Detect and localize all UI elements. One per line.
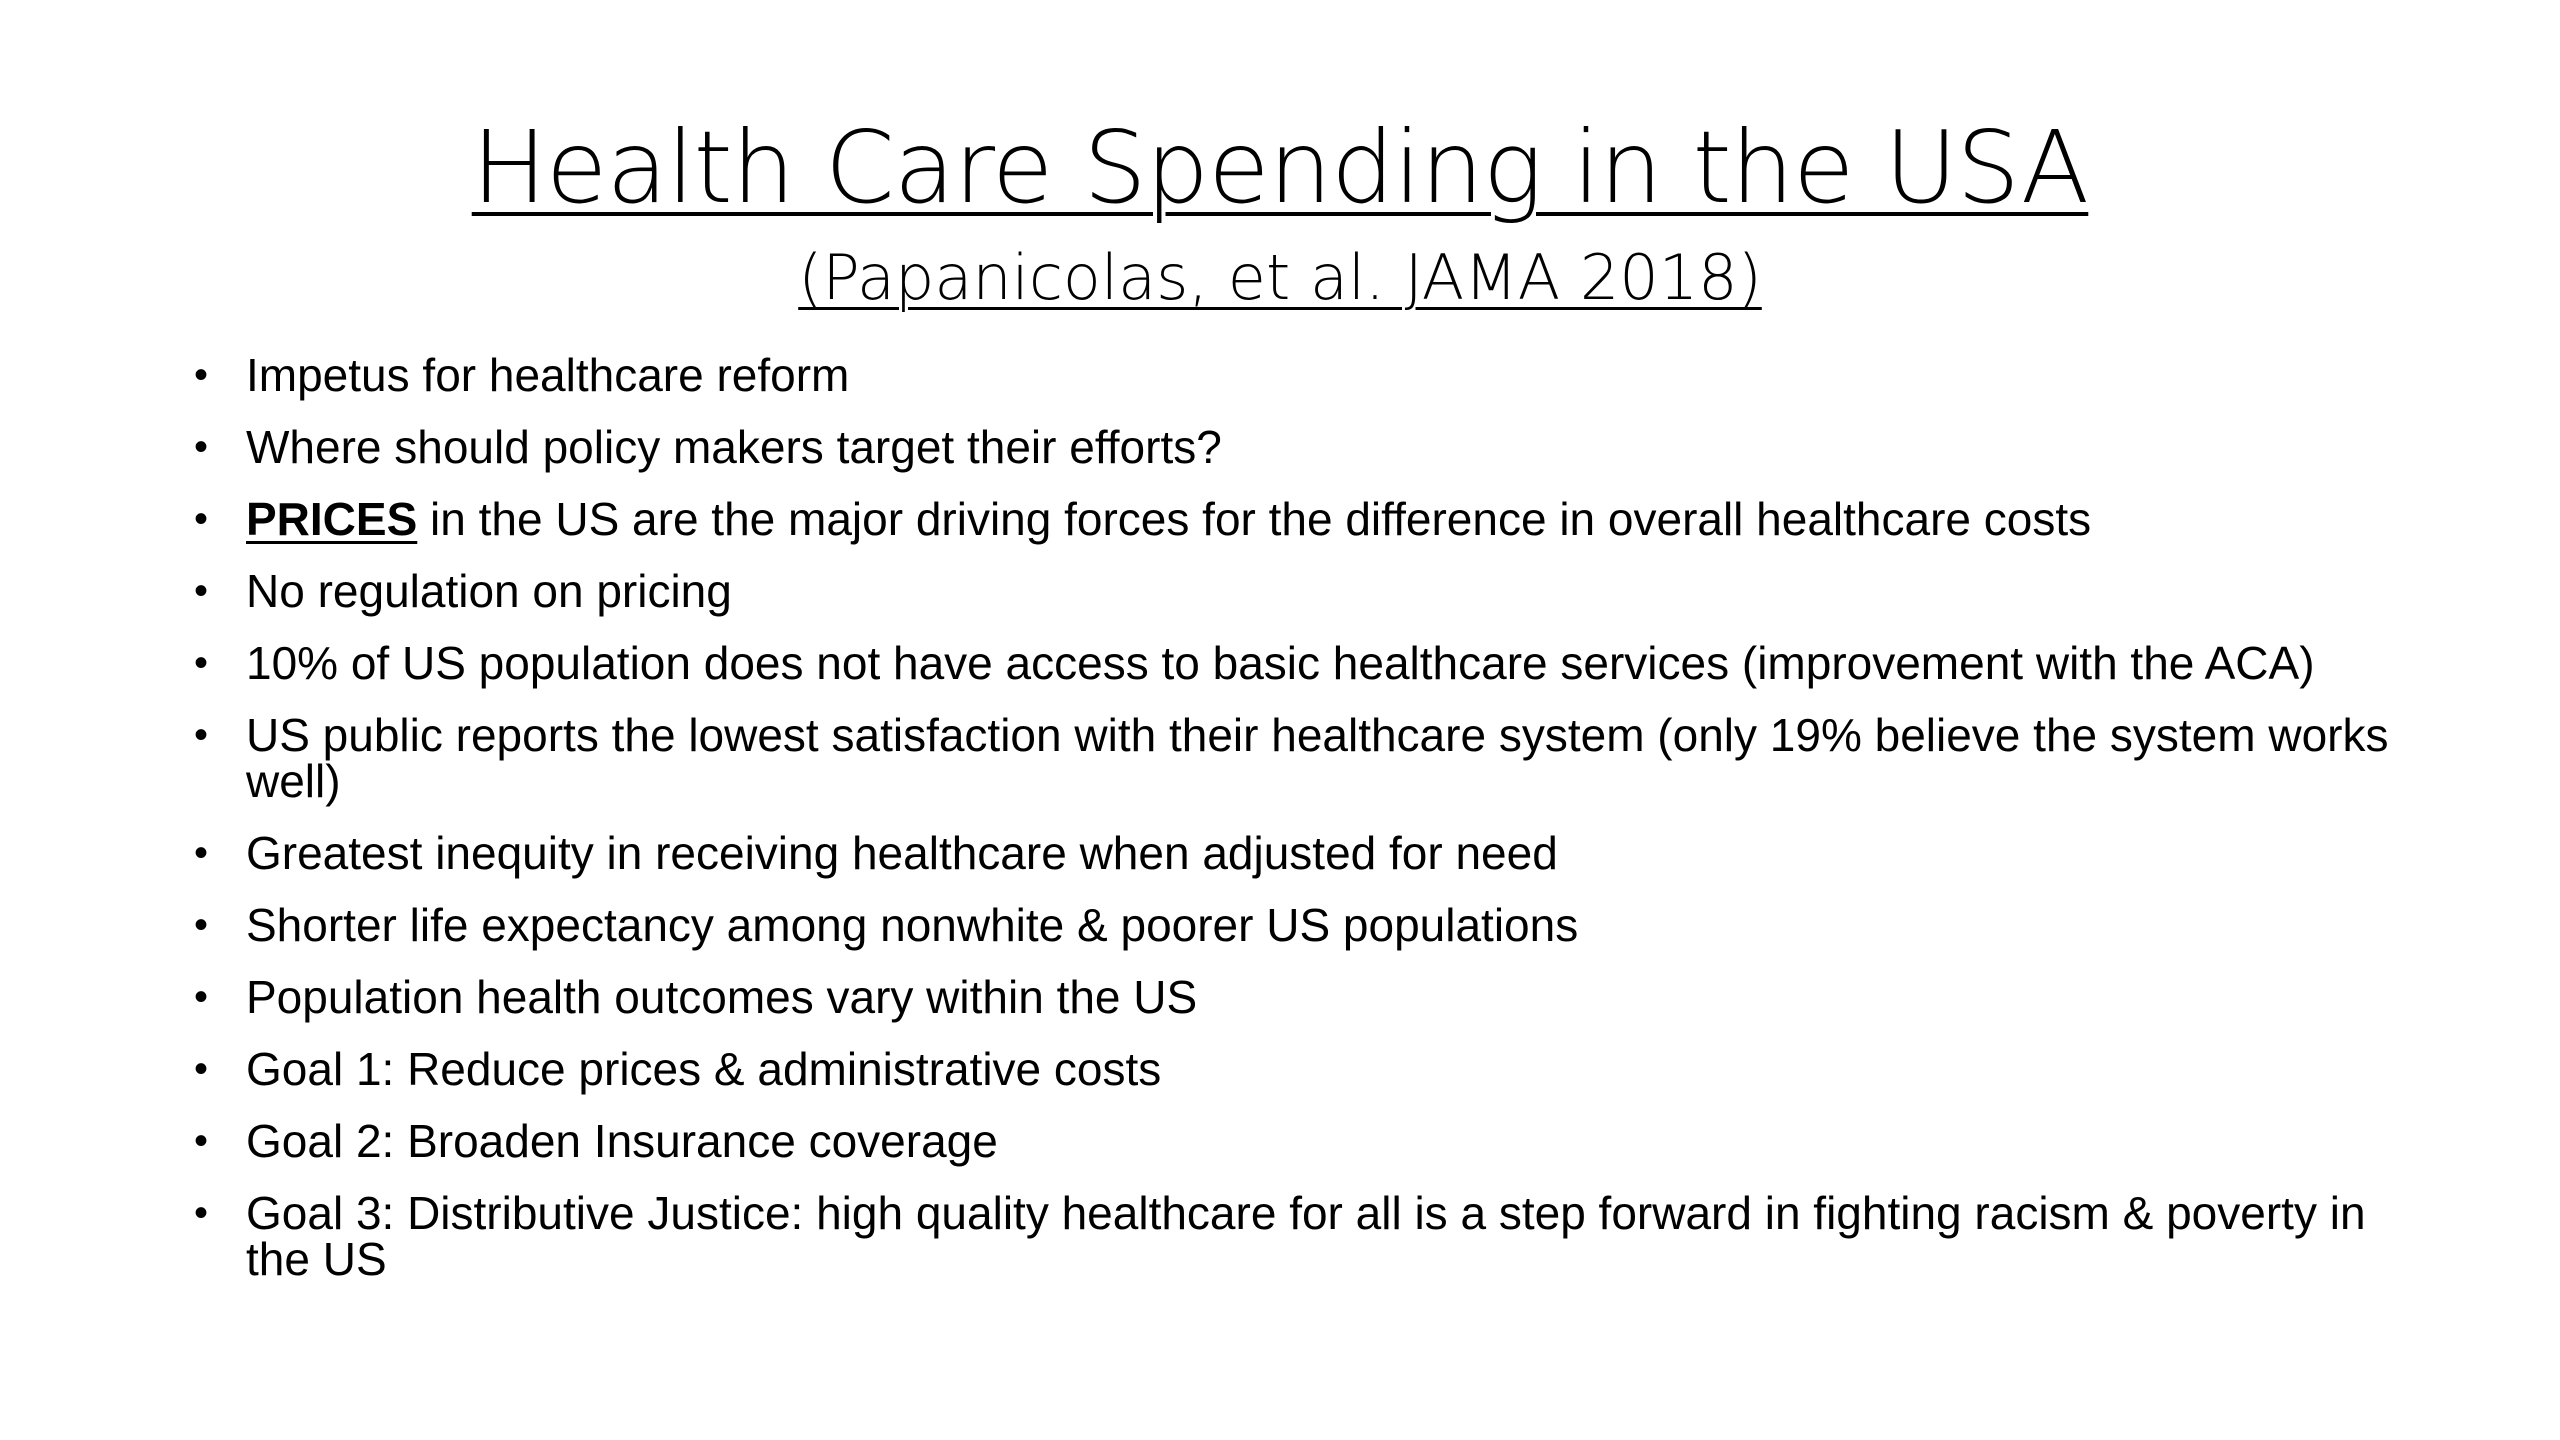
bullet-text: Shorter life expectancy among nonwhite &… (246, 899, 1579, 951)
bullet-dot-icon: • (194, 353, 209, 397)
bullet-item: • Population health outcomes vary within … (190, 974, 2390, 1020)
bullet-item: • Where should policy makers target their… (190, 424, 2390, 470)
bullet-text: in the US are the major driving forces f… (417, 493, 2092, 545)
bullet-text: Greatest inequity in receiving healthcar… (246, 827, 1558, 879)
bullet-text: Population health outcomes vary within t… (246, 971, 1198, 1023)
bullet-text: No regulation on pricing (246, 565, 732, 617)
bullet-dot-icon: • (194, 831, 209, 875)
bullet-dot-icon: • (194, 425, 209, 469)
bullet-dot-icon: • (194, 1047, 209, 1091)
bullet-dot-icon: • (194, 1191, 209, 1235)
slide-title: Health Care Spending in the USA (471, 109, 2090, 226)
bullet-item: • Impetus for healthcare reform (190, 352, 2390, 398)
bullet-list: • Impetus for healthcare reform • Where sh… (190, 352, 2390, 1308)
bullet-dot-icon: • (194, 641, 209, 685)
bullet-text: Goal 1: Reduce prices & administrative c… (246, 1043, 1162, 1095)
bullet-dot-icon: • (194, 975, 209, 1019)
bullet-item: • Greatest inequity in receiving healthca… (190, 830, 2390, 876)
bullet-text: Impetus for healthcare reform (246, 349, 850, 401)
bullet-item: • No regulation on pricing (190, 568, 2390, 614)
bullet-item: • Goal 3: Distributive Justice: high qual… (190, 1190, 2390, 1282)
bullet-item: • Goal 2: Broaden Insurance coverage (190, 1118, 2390, 1164)
bullet-item: • PRICES in the US are the major driving … (190, 496, 2390, 542)
bullet-text: US public reports the lowest satisfactio… (246, 709, 2389, 807)
bullet-dot-icon: • (194, 713, 209, 757)
bullet-item: • 10% of US population does not have acce… (190, 640, 2390, 686)
bullet-text: Goal 3: Distributive Justice: high quali… (246, 1187, 2366, 1285)
bullet-dot-icon: • (194, 1119, 209, 1163)
slide-subtitle: (Papanicolas, et al. JAMA 2018) (798, 241, 1762, 314)
bullet-item: • Shorter life expectancy among nonwhite … (190, 902, 2390, 948)
bullet-dot-icon: • (194, 903, 209, 947)
bullet-dot-icon: • (194, 569, 209, 613)
bullet-text: 10% of US population does not have acces… (246, 637, 2315, 689)
bullet-emphasis: PRICES (246, 493, 418, 545)
bullet-dot-icon: • (194, 497, 209, 541)
bullet-item: • Goal 1: Reduce prices & administrative … (190, 1046, 2390, 1092)
bullet-text: Where should policy makers target their … (246, 421, 1222, 473)
bullet-item: • US public reports the lowest satisfacti… (190, 712, 2390, 804)
bullet-text: Goal 2: Broaden Insurance coverage (246, 1115, 998, 1167)
